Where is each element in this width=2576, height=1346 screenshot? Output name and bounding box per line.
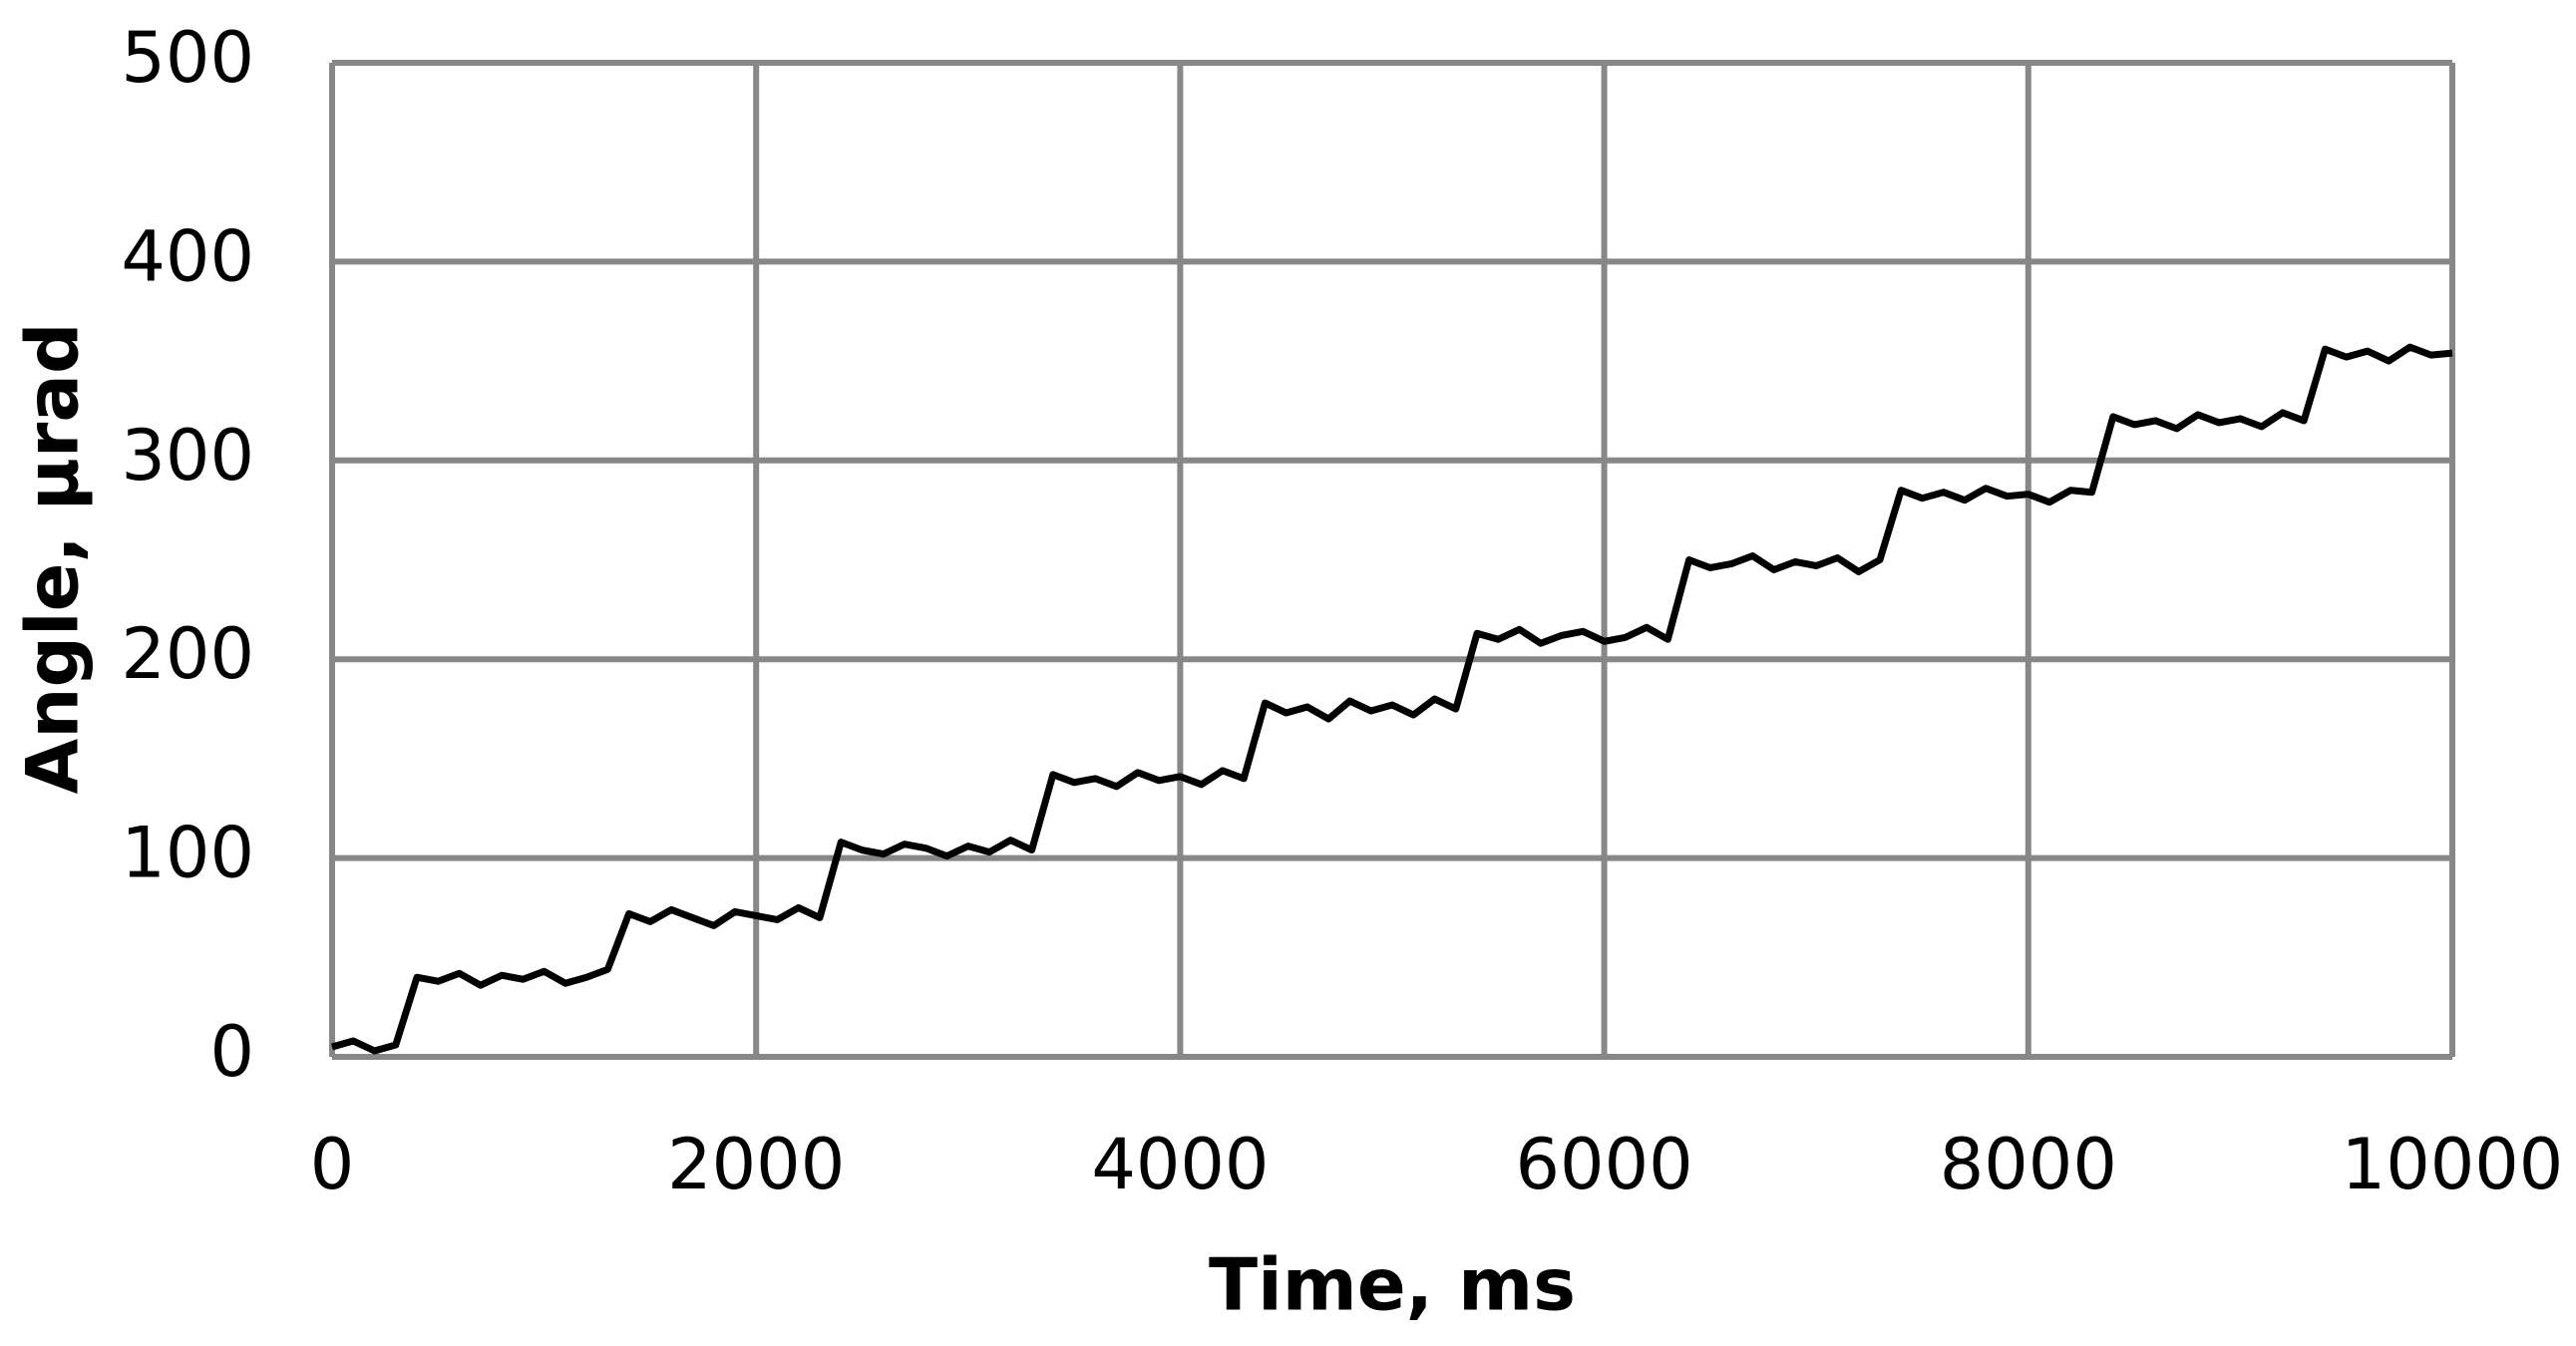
x-tick-label: 10000 [2342, 1124, 2564, 1205]
x-tick-label: 8000 [1940, 1124, 2117, 1205]
y-tick-label: 300 [121, 415, 254, 497]
data-line [331, 343, 2453, 1055]
x-tick-label: 6000 [1516, 1124, 1693, 1205]
y-tick-label: 500 [121, 17, 254, 99]
y-tick-label: 0 [209, 1011, 254, 1093]
y-tick-label: 400 [121, 215, 254, 297]
y-axis-title: Angle, µrad [11, 322, 95, 794]
y-tick-label: 100 [121, 813, 254, 894]
x-tick-label: 2000 [667, 1124, 845, 1205]
y-tick-label: 200 [121, 613, 254, 695]
x-axis-title: Time, ms [1209, 1243, 1576, 1327]
x-tick-label: 4000 [1091, 1124, 1269, 1205]
x-tick-label: 0 [310, 1124, 355, 1205]
